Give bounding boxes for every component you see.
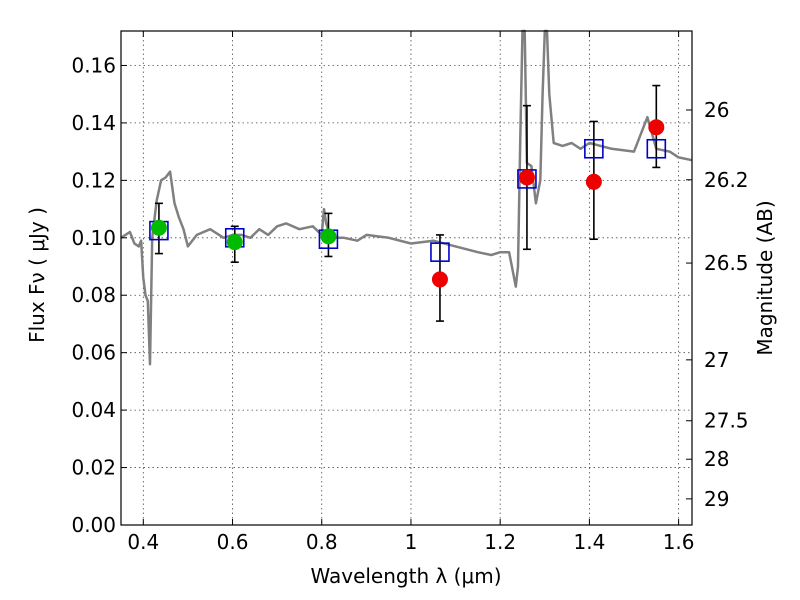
y-tick-label: 0.14: [71, 111, 116, 135]
x-tick-label: 0.8: [306, 530, 338, 554]
right-tick-label: 29: [704, 487, 729, 511]
y-tick-label: 0.06: [71, 341, 116, 365]
observed-point-red: [585, 173, 602, 190]
observed-point-green: [320, 228, 337, 245]
observed-point-red: [431, 271, 448, 288]
plot-frame: [120, 30, 693, 526]
spectrum-line: [120, 29, 693, 366]
x-tick-label: 1.4: [573, 530, 605, 554]
right-axis-label: Magnitude (AB): [753, 200, 777, 355]
right-tick-label: 28: [704, 447, 729, 471]
observed-point-green: [150, 219, 167, 236]
right-axis-ticks: 26 26.2 26.5 27 27.5 28 29: [686, 98, 749, 511]
x-tick-label: 1: [405, 530, 418, 554]
y-axis-ticks: 0.00 0.02 0.04 0.06 0.08 0.10 0.12 0.14 0.16: [71, 53, 127, 537]
y-tick-label: 0.02: [71, 456, 116, 480]
observed-point-green: [226, 234, 243, 251]
y-tick-label: 0.16: [71, 53, 116, 77]
y-axis-label: Flux Fν ( μJy ): [25, 207, 49, 343]
model-photometry-square: [430, 242, 450, 262]
x-tick-label: 0.6: [217, 530, 249, 554]
y-tick-label: 0.10: [71, 226, 116, 250]
y-tick-label: 0.12: [71, 168, 116, 192]
right-tick-label: 26: [704, 98, 729, 122]
grid: [121, 31, 692, 525]
errorbar-layer: [154, 84, 661, 322]
spectrum-layer: [120, 29, 693, 366]
right-tick-label: 27: [704, 348, 729, 372]
observed-point-red: [518, 169, 535, 186]
model-photometry-square: [584, 138, 604, 159]
x-tick-label: 1.6: [663, 530, 695, 554]
x-axis-label: Wavelength λ (μm): [310, 564, 501, 588]
right-tick-label: 27.5: [704, 409, 749, 433]
x-axis-ticks: 0.4 0.6 0.8 1 1.2 1.4 1.6: [127, 31, 695, 554]
y-tick-label: 0.08: [71, 283, 116, 307]
x-tick-label: 1.2: [484, 530, 516, 554]
observed-point-red: [648, 119, 665, 136]
observed-point-layer: [150, 119, 665, 288]
right-tick-label: 26.2: [704, 168, 749, 192]
x-tick-label: 0.4: [127, 530, 159, 554]
model-photometry-square: [646, 138, 667, 159]
y-tick-label: 0.04: [71, 398, 116, 422]
right-tick-label: 26.5: [704, 251, 749, 275]
y-tick-label: 0.00: [71, 513, 116, 537]
